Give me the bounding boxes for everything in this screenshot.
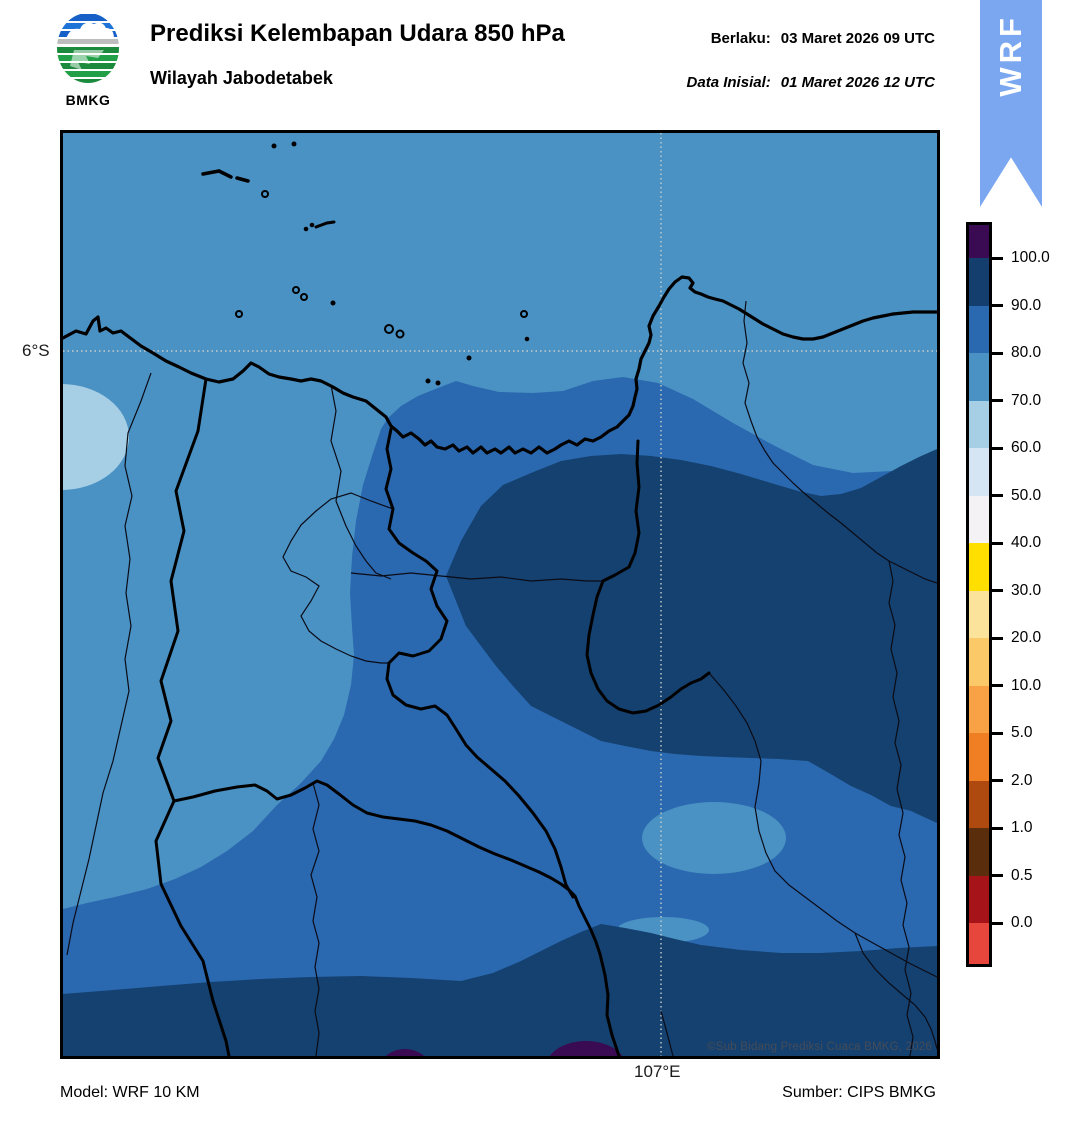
- colorbar-tick-label: 60.0: [1011, 439, 1042, 456]
- colorbar-tick-mark: [992, 494, 1003, 497]
- contour-fill-over-100-west: [386, 1049, 424, 1056]
- colorbar-tick-mark: [992, 826, 1003, 830]
- forecast-map-canvas: [63, 133, 937, 1056]
- colorbar-tick: 50.0: [992, 487, 1041, 505]
- colorbar-tick-label: 20.0: [1011, 629, 1042, 646]
- latitude-label: 6°S: [22, 341, 50, 360]
- colorbar-tick-label: 100.0: [1011, 249, 1050, 266]
- page-subtitle: Wilayah Jabodetabek: [150, 68, 333, 88]
- colorbar-segment: [969, 828, 989, 876]
- valid-time-label: Berlaku:: [710, 30, 771, 47]
- initial-time-value: 01 Maret 2026 12 UTC: [780, 74, 935, 91]
- colorbar-tick-mark: [992, 446, 1003, 450]
- colorbar-tick-label: 0.0: [1011, 914, 1033, 931]
- colorbar-segment: [969, 543, 989, 591]
- colorbar-tick-mark: [992, 921, 1003, 925]
- colorbar-segment: [969, 875, 989, 923]
- colorbar-segment: [969, 590, 989, 638]
- colorbar-tick: 40.0: [992, 534, 1041, 552]
- colorbar-segment: [969, 448, 989, 496]
- admin-boundaries-thick: [154, 377, 711, 1056]
- colorbar-tick-mark: [992, 684, 1003, 687]
- colorbar-tick-mark: [992, 636, 1003, 640]
- colorbar-tick-label: 40.0: [1011, 534, 1042, 551]
- colorbar-tick-label: 30.0: [1011, 581, 1042, 599]
- contour-fill-70-80-pocket: [642, 802, 786, 874]
- forecast-map: ©Sub Bidang Prediksi Cuaca BMKG, 2026: [60, 130, 940, 1059]
- islands: [201, 141, 530, 386]
- initial-time-line: Data Inisial: 01 Maret 2026 12 UTC: [687, 74, 935, 91]
- colorbar-segment: [969, 305, 989, 353]
- colorbar-segment: [969, 923, 989, 964]
- colorbar-tick-mark: [992, 731, 1003, 735]
- page-title: Prediksi Kelembapan Udara 850 hPa: [150, 20, 565, 47]
- colorbar-tick-label: 10.0: [1011, 676, 1042, 694]
- colorbar-tick: 10.0: [992, 677, 1041, 695]
- colorbar-ticks: 100.0 90.0 80.0 70.0 60.0 50.0 40.0 30.0 20.0 10.…: [992, 225, 1078, 964]
- colorbar-tick: 5.0: [992, 724, 1033, 742]
- colorbar-segment: [969, 780, 989, 828]
- bmkg-logo-text: BMKG: [65, 92, 111, 108]
- colorbar-segment: [969, 495, 989, 543]
- bmkg-logo-icon: [57, 13, 119, 83]
- initial-time-label: Data Inisial:: [686, 74, 771, 91]
- colorbar-tick-label: 1.0: [1011, 819, 1033, 836]
- colorbar-tick: 2.0: [992, 772, 1033, 790]
- colorbar-tick-mark: [992, 399, 1003, 402]
- colorbar-tick: 100.0: [992, 249, 1050, 267]
- colorbar-tick-label: 80.0: [1011, 344, 1042, 361]
- colorbar-segment: [969, 733, 989, 781]
- colorbar-tick: 60.0: [992, 439, 1041, 457]
- contour-fill-90-100-south-band: [63, 924, 937, 1056]
- bmkg-logo: BMKG: [52, 12, 124, 108]
- colorbar-tick-mark: [992, 874, 1003, 877]
- colorbar-segment: [969, 400, 989, 448]
- colorbar-tick-mark: [992, 351, 1003, 355]
- colorbar-tick-mark: [992, 256, 1003, 260]
- colorbar-tick-mark: [992, 589, 1003, 592]
- colorbar-tick-label: 0.5: [1011, 866, 1033, 884]
- colorbar-tick: 80.0: [992, 344, 1041, 362]
- contour-fill-60-70-west: [63, 384, 129, 490]
- colorbar-tick: 90.0: [992, 297, 1041, 315]
- wrf-ribbon-banner: WRF: [980, 0, 1042, 207]
- longitude-label: 107°E: [634, 1062, 681, 1081]
- wrf-ribbon-label: WRF: [993, 14, 1028, 97]
- colorbar-tick-mark: [992, 304, 1003, 307]
- colorbar-tick: 1.0: [992, 819, 1033, 837]
- colorbar-segment: [969, 353, 989, 401]
- colorbar-tick-label: 5.0: [1011, 724, 1033, 741]
- colorbar-tick: 0.0: [992, 914, 1033, 932]
- colorbar-tick-label: 70.0: [1011, 391, 1042, 409]
- valid-time-line: Berlaku: 03 Maret 2026 09 UTC: [711, 30, 935, 47]
- copyright-watermark: ©Sub Bidang Prediksi Cuaca BMKG, 2026: [707, 1041, 932, 1053]
- colorbar-tick-label: 2.0: [1011, 771, 1033, 789]
- colorbar-tick: 70.0: [992, 392, 1041, 410]
- admin-boundaries-thin: [66, 300, 937, 1056]
- colorbar-tick: 20.0: [992, 629, 1041, 647]
- model-label: Model: WRF 10 KM: [60, 1084, 200, 1101]
- valid-time-value: 03 Maret 2026 09 UTC: [780, 30, 935, 47]
- colorbar-segment: [969, 638, 989, 686]
- coastline: [63, 275, 937, 455]
- colorbar-tick-mark: [992, 779, 1003, 782]
- colorbar-tick-mark: [992, 541, 1003, 545]
- colorbar-tick: 30.0: [992, 582, 1041, 600]
- colorbar-tick-label: 50.0: [1011, 486, 1042, 504]
- colorbar-segment: [969, 225, 989, 258]
- colorbar: [966, 222, 992, 967]
- contour-fill-over-100-east: [549, 1041, 623, 1056]
- contour-fill-90-100-core: [446, 449, 937, 823]
- colorbar-tick-label: 90.0: [1011, 296, 1042, 314]
- source-label: Sumber: CIPS BMKG: [782, 1084, 936, 1101]
- colorbar-tick: 0.5: [992, 867, 1033, 885]
- colorbar-segment: [969, 685, 989, 733]
- colorbar-segment: [969, 258, 989, 306]
